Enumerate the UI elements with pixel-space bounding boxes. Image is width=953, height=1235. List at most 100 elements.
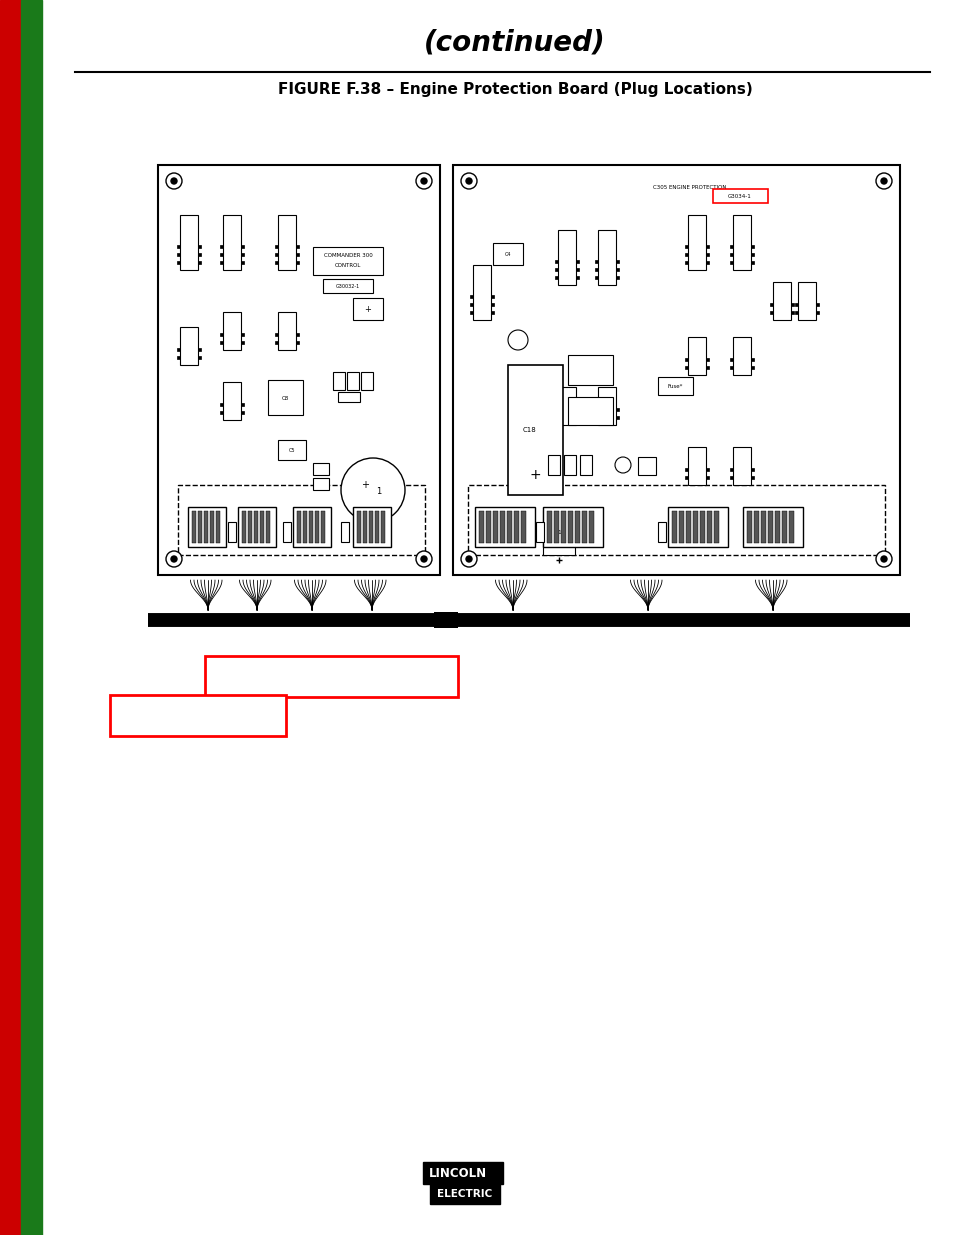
Bar bbox=[729, 261, 732, 263]
Bar bbox=[223, 215, 241, 270]
Text: COMMANDER 300: COMMANDER 300 bbox=[323, 253, 372, 258]
Text: C8: C8 bbox=[281, 395, 289, 400]
Bar bbox=[320, 511, 325, 543]
Bar bbox=[340, 522, 349, 542]
Bar bbox=[536, 522, 543, 542]
Bar bbox=[363, 511, 367, 543]
Circle shape bbox=[507, 330, 527, 350]
Bar bbox=[684, 253, 687, 256]
Bar bbox=[242, 511, 246, 543]
Bar bbox=[210, 511, 213, 543]
Bar bbox=[684, 358, 687, 362]
Bar bbox=[241, 253, 244, 256]
Bar bbox=[705, 245, 708, 248]
Bar bbox=[595, 275, 598, 279]
Bar bbox=[595, 259, 598, 263]
Bar bbox=[750, 261, 753, 263]
Bar bbox=[576, 275, 578, 279]
Text: C305 ENGINE PROTECTION: C305 ENGINE PROTECTION bbox=[652, 185, 726, 190]
Bar bbox=[274, 253, 277, 256]
Text: Return to Master TOC: Return to Master TOC bbox=[27, 842, 36, 962]
Bar bbox=[241, 411, 244, 414]
Bar bbox=[705, 261, 708, 263]
Bar bbox=[220, 253, 223, 256]
Bar bbox=[274, 261, 277, 263]
Circle shape bbox=[340, 458, 405, 522]
Bar bbox=[732, 447, 750, 485]
Bar bbox=[729, 475, 732, 479]
Bar bbox=[658, 522, 665, 542]
Bar bbox=[356, 511, 360, 543]
Bar bbox=[422, 1162, 502, 1184]
Bar bbox=[293, 508, 331, 547]
Bar bbox=[567, 511, 573, 543]
Bar bbox=[687, 447, 705, 485]
Bar bbox=[470, 311, 473, 314]
Bar bbox=[774, 511, 780, 543]
Bar bbox=[760, 511, 765, 543]
Bar bbox=[360, 372, 373, 390]
Bar bbox=[248, 511, 252, 543]
Circle shape bbox=[460, 551, 476, 567]
Bar bbox=[453, 165, 899, 576]
Bar bbox=[616, 416, 618, 419]
Bar bbox=[241, 333, 244, 336]
Circle shape bbox=[460, 173, 476, 189]
Bar bbox=[177, 356, 180, 359]
Text: ELECTRIC: ELECTRIC bbox=[436, 1189, 492, 1199]
Bar bbox=[485, 511, 491, 543]
Bar bbox=[198, 348, 201, 351]
Bar bbox=[554, 511, 558, 543]
Bar bbox=[692, 511, 698, 543]
Bar bbox=[274, 333, 277, 336]
Text: C5: C5 bbox=[289, 447, 294, 452]
Bar bbox=[560, 511, 565, 543]
Bar bbox=[475, 508, 535, 547]
Circle shape bbox=[465, 178, 472, 184]
Bar bbox=[595, 268, 598, 270]
Bar bbox=[493, 243, 522, 266]
Bar bbox=[794, 304, 797, 306]
Bar bbox=[679, 511, 683, 543]
Bar bbox=[705, 366, 708, 369]
Bar bbox=[237, 508, 275, 547]
Bar bbox=[507, 366, 562, 495]
Bar bbox=[729, 245, 732, 248]
Bar bbox=[576, 259, 578, 263]
Circle shape bbox=[465, 556, 472, 562]
Bar bbox=[274, 341, 277, 343]
Text: C1: C1 bbox=[556, 531, 561, 536]
Bar bbox=[309, 511, 313, 543]
Bar bbox=[555, 409, 558, 411]
Bar bbox=[314, 511, 318, 543]
Bar bbox=[767, 511, 772, 543]
Text: FIGURE F.38 – Engine Protection Board (Plug Locations): FIGURE F.38 – Engine Protection Board (P… bbox=[277, 82, 752, 96]
Bar bbox=[595, 409, 598, 411]
Bar bbox=[491, 295, 494, 298]
Bar bbox=[684, 475, 687, 479]
Bar bbox=[732, 337, 750, 375]
Circle shape bbox=[166, 551, 182, 567]
Bar bbox=[729, 358, 732, 362]
Text: +: + bbox=[360, 480, 369, 490]
Bar bbox=[742, 508, 802, 547]
Bar bbox=[220, 404, 223, 406]
Bar bbox=[204, 511, 208, 543]
Bar bbox=[555, 259, 558, 263]
Bar bbox=[750, 245, 753, 248]
Bar bbox=[729, 253, 732, 256]
Text: (continued): (continued) bbox=[424, 28, 605, 57]
Bar bbox=[491, 311, 494, 314]
Bar bbox=[434, 613, 457, 629]
Bar bbox=[158, 165, 439, 576]
Bar bbox=[177, 261, 180, 263]
Bar bbox=[658, 377, 692, 395]
Bar bbox=[797, 282, 815, 320]
Bar bbox=[253, 511, 257, 543]
Bar bbox=[706, 511, 711, 543]
Circle shape bbox=[420, 178, 427, 184]
Bar bbox=[0, 0, 21, 1235]
Bar bbox=[769, 304, 772, 306]
Bar bbox=[616, 268, 618, 270]
Bar bbox=[598, 387, 616, 425]
